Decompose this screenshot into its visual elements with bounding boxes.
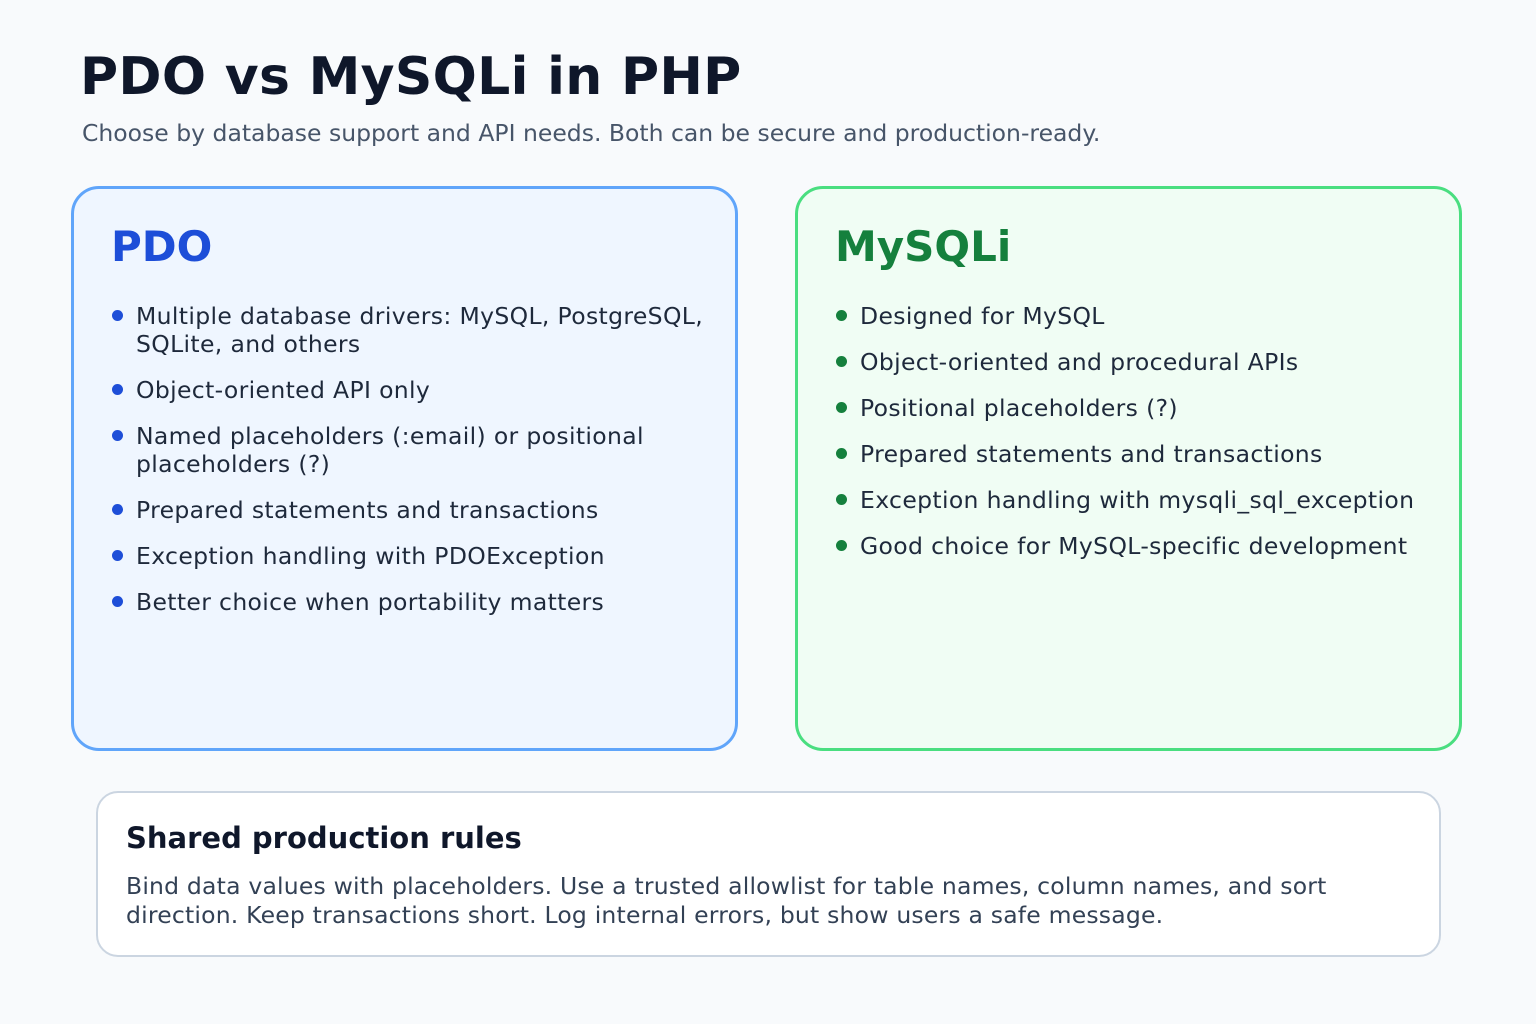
bullet-dot-icon [836,310,847,321]
mysqli-feature-text: Good choice for MySQL-specific developme… [860,532,1408,560]
page-title: PDO vs MySQLi in PHP [80,47,742,107]
bullet-dot-icon [112,596,123,607]
bullet-dot-icon [836,540,847,551]
mysqli-feature-item: Object-oriented and procedural APIs [835,348,1429,376]
bullet-dot-icon [836,356,847,367]
pdo-feature-text: Named placeholders (:email) or positiona… [136,422,644,478]
pdo-feature-item: Object-oriented API only [111,376,705,404]
page-subtitle: Choose by database support and API needs… [82,119,1101,147]
mysqli-card-title: MySQLi [835,222,1012,271]
bullet-dot-icon [112,504,123,515]
shared-rules-text: Bind data values with placeholders. Use … [126,872,1327,929]
pdo-feature-text: Prepared statements and transactions [136,496,599,524]
pdo-feature-item: Prepared statements and transactions [111,496,705,524]
pdo-card: PDO Multiple database drivers: MySQL, Po… [71,186,738,751]
pdo-feature-item: Named placeholders (:email) or positiona… [111,422,705,478]
mysqli-feature-item: Prepared statements and transactions [835,440,1429,468]
mysqli-feature-item: Good choice for MySQL-specific developme… [835,532,1429,560]
mysqli-feature-item: Designed for MySQL [835,302,1429,330]
bullet-dot-icon [112,384,123,395]
mysqli-feature-item: Positional placeholders (?) [835,394,1429,422]
bullet-dot-icon [836,494,847,505]
mysqli-feature-text: Positional placeholders (?) [860,394,1178,422]
mysqli-feature-text: Designed for MySQL [860,302,1105,330]
pdo-feature-text: Multiple database drivers: MySQL, Postgr… [136,302,704,358]
pdo-feature-item: Better choice when portability matters [111,588,705,616]
mysqli-feature-text: Prepared statements and transactions [860,440,1323,468]
shared-rules-box: Shared production rules Bind data values… [96,791,1441,957]
pdo-feature-list: Multiple database drivers: MySQL, Postgr… [111,302,705,634]
pdo-feature-item: Exception handling with PDOException [111,542,705,570]
mysqli-feature-text: Object-oriented and procedural APIs [860,348,1299,376]
bullet-dot-icon [836,402,847,413]
bullet-dot-icon [112,310,123,321]
pdo-feature-text: Exception handling with PDOException [136,542,605,570]
pdo-feature-item: Multiple database drivers: MySQL, Postgr… [111,302,705,358]
pdo-feature-text: Object-oriented API only [136,376,431,404]
bullet-dot-icon [112,550,123,561]
mysqli-feature-list: Designed for MySQL Object-oriented and p… [835,302,1429,578]
shared-rules-title: Shared production rules [126,821,522,855]
pdo-feature-text: Better choice when portability matters [136,588,605,616]
mysqli-feature-item: Exception handling with mysqli_sql_excep… [835,486,1429,514]
bullet-dot-icon [836,448,847,459]
mysqli-feature-text: Exception handling with mysqli_sql_excep… [860,486,1415,514]
mysqli-card: MySQLi Designed for MySQL Object-oriente… [795,186,1462,751]
pdo-card-title: PDO [111,222,213,271]
bullet-dot-icon [112,430,123,441]
